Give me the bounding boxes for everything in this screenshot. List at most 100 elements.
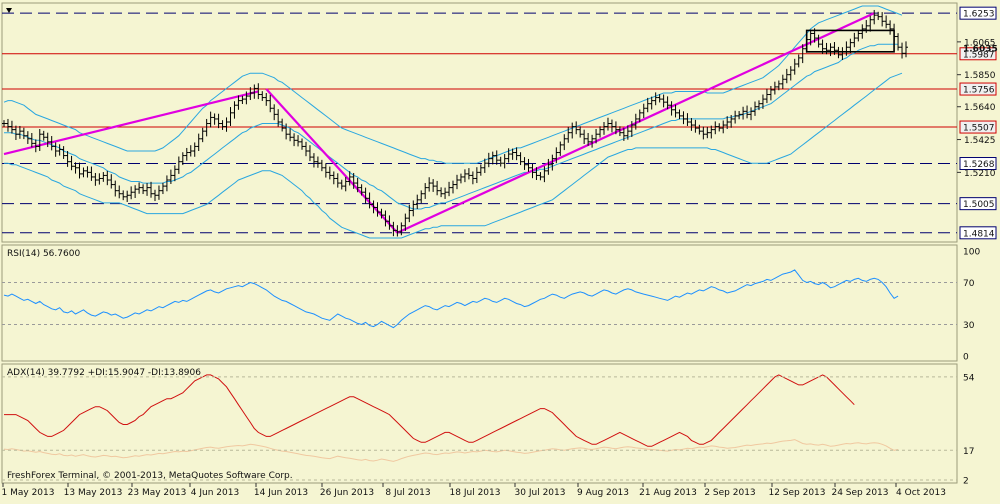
price-bar — [89, 166, 94, 181]
price-bar — [788, 66, 793, 81]
price-bar — [2, 120, 6, 127]
time-tick-label: 8 Jul 2013 — [385, 488, 430, 498]
level-tag-box-2 — [959, 47, 997, 61]
price-bar — [61, 146, 66, 159]
price-bar — [526, 158, 531, 172]
price-bar — [383, 210, 388, 227]
price-bar — [605, 117, 610, 131]
price-bar — [510, 148, 515, 160]
price-bar — [550, 154, 555, 171]
price-bar — [77, 162, 82, 179]
price-bar — [586, 132, 591, 146]
price-bar — [844, 41, 849, 56]
price-bar — [439, 187, 444, 198]
price-bar — [633, 113, 638, 130]
price-bar — [220, 120, 225, 130]
price-bar — [284, 123, 289, 140]
price-bar — [29, 132, 34, 148]
price-bar — [129, 186, 134, 200]
price-bar — [749, 107, 754, 121]
price-bar — [443, 187, 448, 199]
price-bar — [558, 141, 563, 156]
price-bar — [164, 175, 169, 192]
price-bar — [81, 167, 86, 178]
price-bar — [403, 213, 408, 231]
price-tick-1: 1.6065 — [964, 38, 996, 48]
trend-line-1 — [3, 90, 259, 156]
price-bar — [447, 181, 452, 197]
price-bar — [796, 54, 801, 68]
price-bar — [490, 151, 495, 165]
rsi-label: RSI(14) 56.7600 — [7, 249, 80, 259]
price-bar — [319, 159, 324, 172]
price-bar — [884, 15, 889, 29]
price-bar — [896, 33, 901, 51]
price-bar — [598, 126, 603, 138]
price-bar — [149, 181, 154, 198]
price-bar — [431, 179, 436, 192]
price-bar — [486, 152, 491, 168]
price-bar — [435, 180, 440, 196]
price-bar — [355, 177, 360, 193]
price-bar — [582, 129, 587, 144]
time-tick-label: 24 Sep 2013 — [831, 488, 888, 498]
level-tag-5: 1.5268 — [963, 160, 995, 170]
time-tick-label: 18 Jul 2013 — [450, 488, 501, 498]
price-bar — [256, 83, 261, 100]
time-tick-label: 26 Jun 2013 — [320, 488, 374, 498]
rsi-tick-100: 100 — [963, 248, 980, 258]
price-bar — [272, 104, 277, 121]
price-bar — [530, 163, 535, 179]
price-bar — [594, 129, 599, 144]
price-bar — [745, 105, 750, 119]
price-bar — [200, 127, 205, 143]
price-bar — [375, 202, 380, 217]
price-bar — [502, 154, 507, 169]
price-bar — [196, 133, 201, 151]
price-bar — [478, 164, 483, 176]
price-bar — [339, 179, 344, 190]
price-bar — [609, 119, 614, 133]
price-bar — [681, 111, 686, 125]
bollinger-lower — [4, 72, 903, 239]
price-bar — [208, 111, 213, 128]
price-bar — [93, 172, 98, 186]
bollinger-middle — [4, 43, 899, 210]
price-bar — [268, 94, 273, 113]
bollinger-bands — [3, 5, 903, 239]
price-bar — [562, 134, 567, 151]
price-bar — [756, 100, 761, 111]
price-bar — [363, 187, 368, 204]
price-bar — [852, 32, 857, 48]
price-bar — [45, 132, 50, 148]
price-bar — [780, 74, 785, 90]
price-bar — [578, 126, 583, 138]
price-bar — [613, 121, 618, 135]
price-bar — [331, 171, 336, 185]
price-bar — [856, 30, 861, 42]
price-bar — [315, 156, 320, 168]
price-bar — [379, 208, 384, 219]
price-bar — [105, 170, 110, 186]
level-tag-box-3 — [959, 82, 997, 96]
price-bar — [653, 92, 658, 106]
price-bar — [451, 180, 456, 194]
rsi-tick-0: 0 — [963, 353, 969, 363]
price-bar — [621, 128, 626, 141]
price-bar — [705, 126, 710, 139]
price-bar — [427, 177, 432, 192]
price-bar — [514, 147, 519, 161]
price-bar — [498, 156, 503, 167]
copyright-text: FreshForex Terminal, © 2001-2013, MetaQu… — [7, 471, 293, 481]
price-bar — [307, 145, 312, 162]
price-axis: 1.6253 1.5987 1.5756 1.5507 1.5268 1.5005 1.48… — [957, 6, 998, 240]
time-tick-label: 4 Oct 2013 — [896, 488, 946, 498]
price-bar — [121, 190, 126, 201]
price-bar — [248, 87, 253, 101]
price-bar — [717, 123, 722, 132]
price-bar — [228, 107, 233, 126]
price-bar — [25, 131, 30, 144]
price-bar — [288, 128, 293, 142]
